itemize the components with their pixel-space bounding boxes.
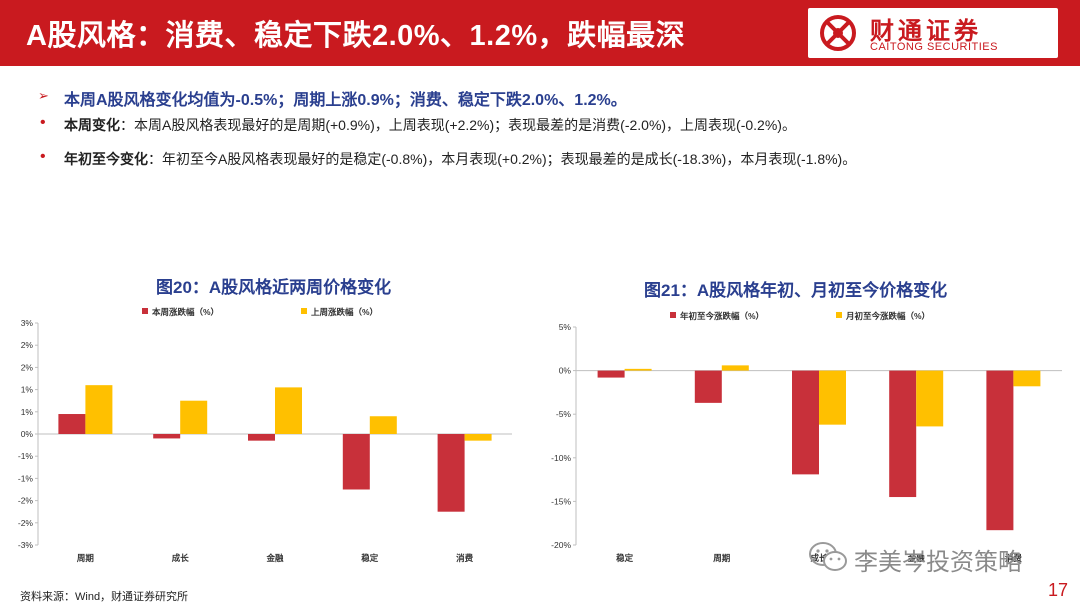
chart-2: 年初至今涨跌幅（%） 月初至今涨跌幅（%） 5% 0% -5% -10% -15% -20% 稳… (551, 311, 1062, 563)
bar-2-1 (624, 368, 652, 371)
y-tick-label: -5% (556, 409, 572, 419)
y-tick-label: 3% (21, 318, 34, 328)
y-tick-label: -2% (18, 518, 34, 528)
x-tick-label: 消费 (1005, 553, 1023, 563)
bar-1-3 (248, 434, 275, 441)
bullet-dot-icon: • (40, 114, 46, 131)
x-tick-label: 成长 (810, 553, 828, 563)
x-tick-label: 成长 (172, 553, 190, 563)
y-tick-label: -1% (18, 451, 34, 461)
bar-1-5 (986, 370, 1014, 531)
logo-english-name: CAITONG SECURITIES (870, 41, 998, 53)
bullet-dot-icon: • (40, 148, 46, 165)
y-tick-label: -20% (551, 540, 571, 550)
y-tick-label: -2% (18, 496, 34, 506)
bar-2-4 (369, 416, 397, 434)
y-tick-label: 2% (21, 340, 34, 350)
y-tick-label: 0% (559, 366, 572, 376)
y-tick-label: -1% (18, 473, 34, 483)
summary-line: ➢ 本周A股风格变化均值为-0.5%；周期上涨0.9%；消费、稳定下跌2.0%、… (38, 86, 1058, 114)
arrow-bullet-icon: ➢ (38, 88, 49, 103)
ytd-change-line: • 年初至今变化：年初至今A股风格表现最好的是稳定(-0.8%)，本月表现(+0… (38, 148, 1058, 182)
x-tick-label: 消费 (456, 553, 474, 563)
bar-1-1 (58, 414, 86, 434)
x-tick-label: 稳定 (616, 553, 634, 563)
source-note: 资料来源：Wind，财通证券研究所 (20, 591, 189, 603)
bar-1-5 (437, 434, 465, 512)
bar-2-5 (1013, 370, 1041, 387)
bar-2-2 (721, 365, 749, 371)
bar-2-3 (275, 387, 302, 434)
bar-1-1 (597, 370, 625, 378)
chart-1-title: 图20：A股风格近两周价格变化 (156, 278, 392, 297)
logo-emblem-icon (820, 15, 856, 51)
bar-1-4 (342, 434, 370, 490)
bar-2-2 (180, 400, 208, 434)
weekly-change-line: • 本周变化：本周A股风格表现最好的是周期(+0.9%)，上周表现(+2.2%)… (38, 114, 1058, 148)
x-tick-label: 金融 (265, 553, 284, 563)
bar-2-5 (464, 434, 492, 441)
ytd-text: ：年初至今A股风格表现最好的是稳定(-0.8%)，本月表现(+0.2%)；表现最… (148, 151, 857, 167)
legend-swatch-1 (142, 308, 148, 314)
watermark: 李美岑投资策略 (808, 540, 1048, 576)
ytd-lead: 年初至今变化 (64, 151, 148, 167)
company-logo: 财通证券 CAITONG SECURITIES (808, 8, 1058, 58)
bar-1-2 (153, 434, 181, 439)
weekly-lead: 本周变化 (64, 117, 120, 133)
y-tick-label: -3% (18, 540, 34, 550)
y-tick-label: 1% (21, 407, 34, 417)
x-tick-label: 金融 (907, 553, 926, 563)
y-tick-label: 1% (21, 385, 34, 395)
bar-1-3 (792, 370, 819, 475)
x-tick-label: 周期 (77, 553, 95, 563)
legend-swatch-2 (836, 312, 842, 318)
y-tick-label: -15% (551, 496, 571, 506)
watermark-text: 李美岑投资策略 (854, 549, 1022, 576)
legend-swatch-2 (301, 308, 307, 314)
legend-label-2: 上周涨跌幅（%） (311, 307, 378, 317)
summary-bullets: ➢ 本周A股风格变化均值为-0.5%；周期上涨0.9%；消费、稳定下跌2.0%、… (38, 86, 1058, 182)
y-tick-label: 5% (559, 322, 572, 332)
bar-1-4 (889, 370, 917, 498)
header-bar: A股风格：消费、稳定下跌2.0%、1.2%，跌幅最深 财通证券 CAITONG … (0, 0, 1080, 66)
wechat-icon (809, 542, 847, 571)
legend-label-1: 本周涨跌幅（%） (152, 307, 219, 317)
legend-label-1: 年初至今涨跌幅（%） (680, 311, 764, 321)
chart-2-title: 图21：A股风格年初、月初至今价格变化 (644, 281, 948, 300)
y-tick-label: 2% (21, 362, 34, 372)
x-tick-label: 稳定 (361, 553, 379, 563)
summary-text: 本周A股风格变化均值为-0.5%；周期上涨0.9%；消费、稳定下跌2.0%、1.… (64, 92, 627, 109)
legend-swatch-1 (670, 312, 676, 318)
bar-2-1 (85, 385, 113, 434)
logo-chinese-name: 财通证券 (870, 18, 982, 45)
page-number: 17 (1047, 580, 1068, 600)
legend-label-2: 月初至今涨跌幅（%） (845, 311, 930, 321)
x-tick-label: 周期 (713, 553, 731, 563)
weekly-text: ：本周A股风格表现最好的是周期(+0.9%)，上周表现(+2.2%)；表现最差的… (120, 117, 796, 133)
page-title: A股风格：消费、稳定下跌2.0%、1.2%，跌幅最深 (26, 20, 686, 52)
y-tick-label: 0% (21, 429, 34, 439)
bar-1-2 (694, 370, 722, 403)
bar-2-3 (819, 370, 846, 425)
y-tick-label: -10% (551, 453, 571, 463)
bar-2-4 (916, 370, 944, 427)
chart-1: 本周涨跌幅（%） 上周涨跌幅（%） 3% 2% 2% 1% 1% 0% -1% -1% -2% -2%… (18, 307, 512, 563)
